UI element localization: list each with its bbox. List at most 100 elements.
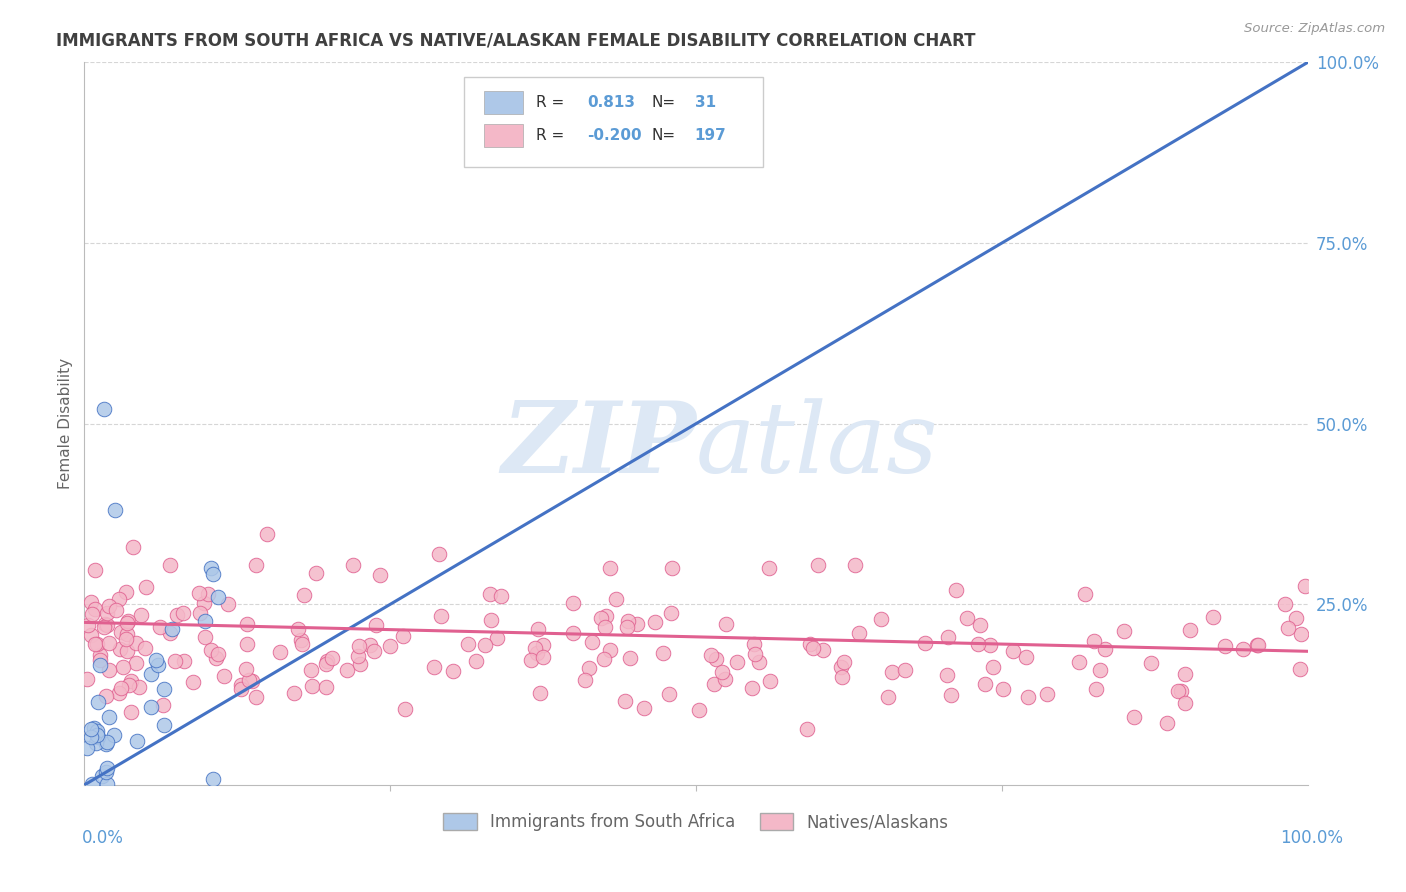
Point [936, 630, 959, 644]
Point [378, 639, 401, 653]
Point [291, 637, 314, 651]
Point [529, 686, 551, 700]
Point [347, 639, 370, 653]
Point [614, 694, 637, 708]
Point [1090, 663, 1112, 677]
Point [301, 679, 323, 693]
Point [125, 656, 148, 670]
Point [830, 660, 852, 674]
Point [1294, 579, 1316, 593]
Point [581, 635, 603, 649]
Point [1167, 683, 1189, 698]
Point [292, 588, 315, 602]
Point [688, 703, 710, 717]
Point [84, 735, 107, 749]
Point [194, 630, 217, 644]
Point [165, 654, 187, 668]
Point [287, 622, 309, 636]
Point [359, 638, 381, 652]
Point [97, 635, 120, 649]
Point [526, 646, 548, 660]
Point [97, 710, 120, 724]
Point [595, 609, 617, 624]
Point [207, 647, 229, 661]
Point [848, 626, 870, 640]
Point [894, 663, 917, 677]
Point [430, 608, 453, 623]
Point [236, 637, 259, 651]
Text: 197: 197 [695, 128, 727, 143]
Point [725, 655, 748, 669]
Point [882, 665, 904, 679]
Point [714, 616, 737, 631]
Text: ZIP: ZIP [501, 397, 696, 493]
Point [531, 649, 554, 664]
Point [914, 636, 936, 650]
Point [146, 657, 169, 672]
Point [1015, 649, 1038, 664]
Point [700, 648, 723, 663]
Point [96, 761, 118, 775]
Point [79, 628, 101, 642]
Point [201, 566, 224, 581]
Point [188, 606, 211, 620]
Point [235, 662, 257, 676]
Point [152, 698, 174, 712]
Point [644, 615, 666, 630]
Point [801, 641, 824, 656]
Point [98, 599, 121, 614]
Point [748, 656, 770, 670]
Point [172, 607, 194, 621]
Point [122, 540, 145, 554]
FancyBboxPatch shape [484, 124, 523, 147]
Point [1074, 587, 1097, 601]
Point [744, 647, 766, 661]
Point [979, 639, 1001, 653]
Point [485, 631, 508, 645]
Point [591, 611, 613, 625]
Point [956, 611, 979, 625]
Point [651, 646, 673, 660]
Point [77, 618, 100, 632]
Point [86, 728, 108, 742]
Point [152, 717, 174, 731]
Point [115, 616, 138, 631]
Point [83, 721, 105, 735]
Point [200, 561, 222, 575]
Point [807, 558, 830, 572]
Point [876, 690, 898, 704]
Point [83, 562, 105, 576]
Point [489, 589, 512, 603]
Point [941, 688, 963, 702]
Point [474, 638, 496, 652]
Point [844, 558, 866, 572]
Text: N=: N= [652, 95, 676, 110]
Point [967, 637, 990, 651]
Point [605, 591, 627, 606]
Point [115, 585, 138, 599]
Point [120, 673, 142, 688]
Point [256, 527, 278, 541]
Point [936, 668, 959, 682]
Point [945, 583, 967, 598]
Point [76, 740, 98, 755]
Point [1094, 641, 1116, 656]
Point [1140, 656, 1163, 670]
Point [869, 612, 891, 626]
Point [207, 591, 229, 605]
Point [315, 680, 337, 694]
Point [1202, 610, 1225, 624]
Point [231, 678, 253, 692]
Point [200, 643, 222, 657]
Point [368, 567, 391, 582]
Point [93, 402, 115, 417]
Point [714, 672, 737, 686]
Point [96, 735, 118, 749]
Point [1232, 641, 1254, 656]
Text: 100.0%: 100.0% [1279, 829, 1343, 847]
Point [1289, 662, 1312, 676]
Point [110, 681, 132, 695]
Point [166, 607, 188, 622]
Point [1247, 638, 1270, 652]
Point [96, 777, 118, 791]
